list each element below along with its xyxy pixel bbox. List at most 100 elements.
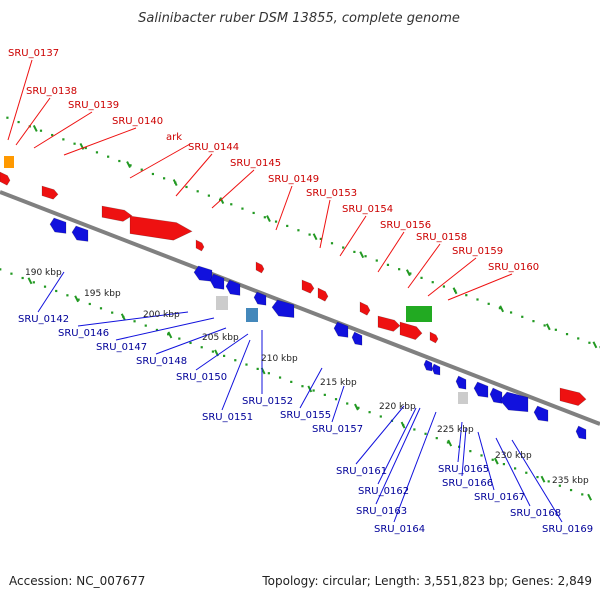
lower-tick-dot <box>77 298 80 301</box>
upper-tick-dot <box>286 224 289 228</box>
upper-tick-dot <box>107 155 110 158</box>
reverse-gene <box>533 405 549 422</box>
lower-tick-dot <box>446 441 450 444</box>
forward-gene <box>559 387 587 406</box>
upper-tick-dot <box>263 216 266 219</box>
accession-text: Accession: NC_007677 <box>9 574 146 588</box>
forward-gene <box>0 171 11 186</box>
upper-major-tick <box>79 143 85 150</box>
reverse-leader-line <box>195 333 249 371</box>
lower-tick-dot <box>569 488 573 492</box>
upper-tick-dot <box>364 255 367 258</box>
reverse-gene-label: SRU_0169 <box>542 524 593 535</box>
reverse-leader-line <box>37 271 65 313</box>
lower-major-tick <box>354 403 359 411</box>
lower-tick-dot <box>525 471 528 474</box>
reverse-leader-line <box>457 421 463 463</box>
other-gene <box>4 156 14 168</box>
forward-gene-label: SRU_0158 <box>416 232 467 243</box>
upper-tick-dot <box>297 229 300 232</box>
upper-tick-dot <box>151 172 155 176</box>
lower-major-tick <box>400 421 406 429</box>
upper-tick-dot <box>140 168 143 171</box>
lower-tick-dot <box>536 475 539 479</box>
rna-gene <box>406 306 432 322</box>
upper-tick-dot <box>465 294 468 297</box>
reverse-leader-line <box>461 427 467 477</box>
forward-leader-line <box>427 257 477 297</box>
upper-tick-dot <box>442 285 446 288</box>
reverse-gene-label: SRU_0155 <box>280 410 331 421</box>
forward-gene-label: SRU_0153 <box>306 188 357 199</box>
lower-tick-dot <box>155 328 159 332</box>
reverse-gene <box>351 331 363 346</box>
forward-gene-label: SRU_0145 <box>230 158 281 169</box>
forward-leader-line <box>447 273 513 301</box>
kbp-tick-label: 210 kbp <box>261 354 298 364</box>
upper-major-tick <box>405 269 411 277</box>
lower-tick-dot <box>200 346 203 349</box>
label-leader-lines <box>7 59 563 523</box>
forward-leader-line <box>33 111 93 149</box>
upper-tick-dot <box>353 250 356 253</box>
forward-leader-line <box>377 231 405 273</box>
upper-tick-dot <box>62 138 65 141</box>
reverse-leader-line <box>393 411 437 523</box>
upper-tick-dot <box>476 298 479 301</box>
reverse-gene <box>49 217 67 234</box>
reverse-gene <box>489 387 503 404</box>
forward-gene-label: SRU_0140 <box>112 116 163 127</box>
forward-gene-label: ark <box>166 132 182 143</box>
lower-major-tick <box>447 439 453 447</box>
forward-leader-line <box>129 143 191 179</box>
forward-leader-line <box>211 169 255 209</box>
lower-tick-dot <box>480 454 483 457</box>
upper-tick-dot <box>521 315 524 318</box>
lower-tick-dot <box>547 480 550 483</box>
reverse-gene <box>225 279 241 296</box>
reverse-gene-label: SRU_0150 <box>176 372 227 383</box>
upper-tick-dot <box>17 120 20 124</box>
forward-leader-line <box>407 243 441 289</box>
upper-tick-dot <box>185 185 188 189</box>
lower-tick-dot <box>491 458 494 461</box>
lower-tick-dot <box>581 493 584 496</box>
forward-gene <box>301 279 315 294</box>
forward-gene-label: SRU_0160 <box>488 262 539 273</box>
reverse-leader-line <box>155 327 227 355</box>
reverse-leader-line <box>115 317 215 341</box>
lower-tick-dot <box>10 272 13 275</box>
reverse-gene <box>499 391 529 413</box>
upper-tick-dot <box>577 337 580 340</box>
kbp-tick-label: 230 kbp <box>495 451 532 461</box>
kbp-tick-label: 200 kbp <box>143 310 180 320</box>
reverse-gene-label: SRU_0163 <box>356 506 407 517</box>
reverse-gene <box>253 291 267 306</box>
reverse-leader-line <box>221 339 251 411</box>
upper-major-tick <box>592 341 598 349</box>
upper-tick-dot <box>95 151 99 154</box>
forward-leader-line <box>319 199 331 249</box>
lower-tick-dot <box>435 437 438 440</box>
lower-tick-dot <box>256 367 259 370</box>
upper-major-tick <box>32 125 38 132</box>
reverse-gene <box>193 265 213 282</box>
lower-major-tick <box>493 457 499 465</box>
upper-major-tick <box>219 197 225 205</box>
upper-tick-dot <box>386 263 390 266</box>
forward-gene <box>399 321 423 340</box>
forward-gene <box>359 301 371 316</box>
upper-tick-dot <box>218 198 222 202</box>
kbp-tick-label: 235 kbp <box>552 476 589 486</box>
reverse-gene-label: SRU_0165 <box>438 464 489 475</box>
reverse-leader-line <box>377 407 417 485</box>
reverse-gene-label: SRU_0142 <box>18 314 69 325</box>
reverse-leader-line <box>495 437 531 507</box>
reverse-gene <box>209 273 225 290</box>
kbp-tick-label: 215 kbp <box>320 378 357 388</box>
lower-tick-dot <box>21 276 24 280</box>
forward-gene-label: SRU_0159 <box>452 246 503 257</box>
forward-gene <box>41 185 59 200</box>
reverse-gene-label: SRU_0147 <box>96 342 147 353</box>
lower-tick-dot <box>278 376 282 379</box>
